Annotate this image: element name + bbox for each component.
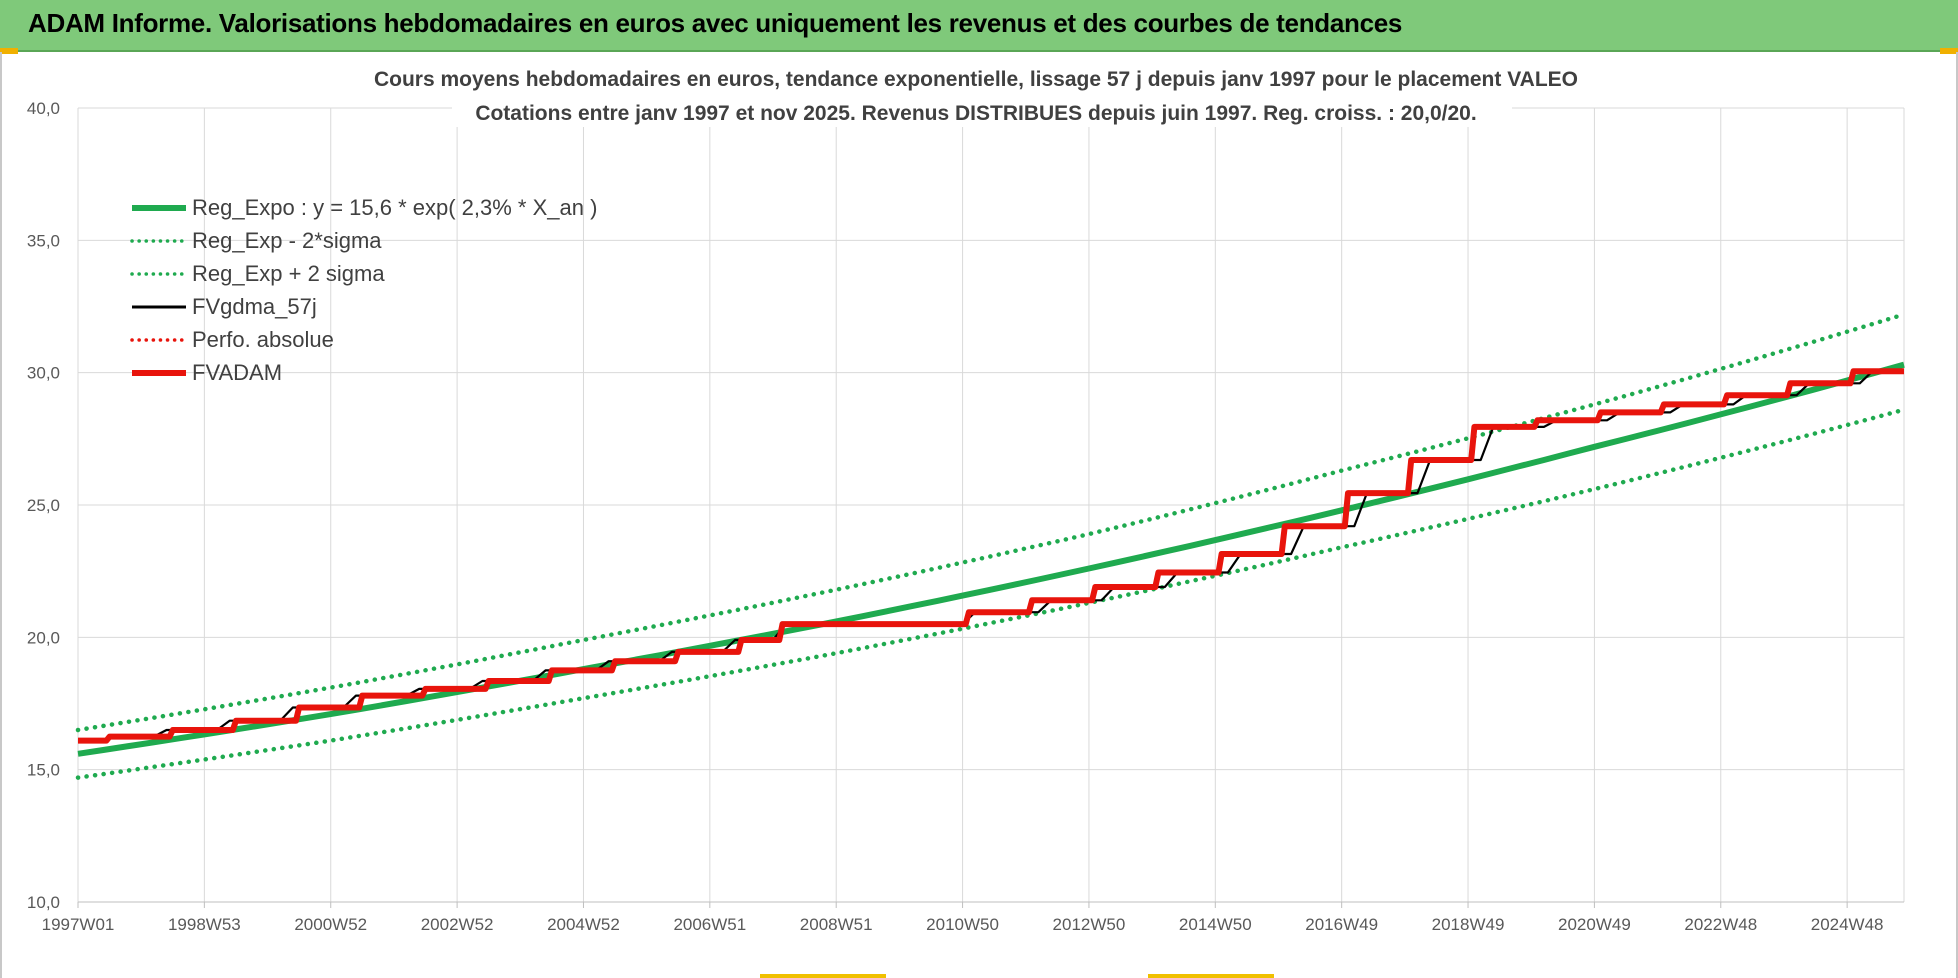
series-layer <box>75 312 1907 780</box>
legend-label-0: Reg_Expo : y = 15,6 * exp( 2,3% * X_an ) <box>192 195 597 220</box>
chart-subtitle: Cotations entre janv 1997 et nov 2025. R… <box>475 102 1476 125</box>
x-tick-label: 2000W52 <box>294 915 367 934</box>
y-tick-label: 20,0 <box>27 628 60 647</box>
x-tick-label: 2022W48 <box>1684 915 1757 934</box>
x-tick-label: 2004W52 <box>547 915 620 934</box>
x-tick-label: 2016W49 <box>1305 915 1378 934</box>
subtitle-background <box>452 97 1512 127</box>
x-tick-label: 1997W01 <box>42 915 115 934</box>
chart-frame: 10,0 15,0 20,0 25,0 30,0 35,0 40,0 1997W01 1998… <box>0 52 1958 978</box>
y-tick-label: 35,0 <box>27 231 60 250</box>
report-banner: ADAM Informe. Valorisations hebdomadaire… <box>0 0 1958 52</box>
x-tick-label: 2008W51 <box>800 915 873 934</box>
series-line-2 <box>75 312 1907 733</box>
x-tick-label: 2010W50 <box>926 915 999 934</box>
banner-corner-left <box>0 48 18 54</box>
y-tick-label: 10,0 <box>27 893 60 912</box>
chart-legend: Reg_Expo : y = 15,6 * exp( 2,3% * X_an )… <box>130 195 597 385</box>
x-tick-label: 2014W50 <box>1179 915 1252 934</box>
chart-grid <box>77 107 1905 908</box>
x-tick-label: 2024W48 <box>1811 915 1884 934</box>
y-axis-ticks: 10,0 15,0 20,0 25,0 30,0 35,0 40,0 <box>27 99 60 912</box>
x-tick-label: 2012W50 <box>1053 915 1126 934</box>
bottom-accent-1 <box>760 974 886 978</box>
y-tick-label: 25,0 <box>27 496 60 515</box>
legend-label-4: Perfo. absolue <box>192 327 334 352</box>
report-title: ADAM Informe. Valorisations hebdomadaire… <box>28 8 1403 38</box>
title-background <box>342 62 1610 94</box>
series-line-1 <box>75 407 1907 780</box>
legend-label-5: FVADAM <box>192 360 282 385</box>
x-tick-label: 1998W53 <box>168 915 241 934</box>
series-line-5 <box>78 368 1904 744</box>
y-tick-label: 40,0 <box>27 99 60 118</box>
x-tick-label: 2006W51 <box>673 915 746 934</box>
x-tick-label: 2020W49 <box>1558 915 1631 934</box>
legend-label-1: Reg_Exp - 2*sigma <box>192 228 382 253</box>
legend-label-3: FVgdma_57j <box>192 294 317 319</box>
y-tick-label: 30,0 <box>27 364 60 383</box>
x-axis-ticks: 1997W01 1998W53 2000W52 2002W52 2004W52 2006W… <box>42 915 1884 934</box>
bottom-accent-2 <box>1148 974 1274 978</box>
legend-label-2: Reg_Exp + 2 sigma <box>192 261 385 286</box>
y-tick-label: 15,0 <box>27 761 60 780</box>
banner-corner-right <box>1940 48 1958 54</box>
x-tick-label: 2002W52 <box>421 915 494 934</box>
series-line-0 <box>77 361 1905 757</box>
valuation-chart: 10,0 15,0 20,0 25,0 30,0 35,0 40,0 1997W01 1998… <box>27 62 1907 934</box>
x-tick-label: 2018W49 <box>1432 915 1505 934</box>
chart-title: Cours moyens hebdomadaires en euros, ten… <box>374 68 1578 91</box>
